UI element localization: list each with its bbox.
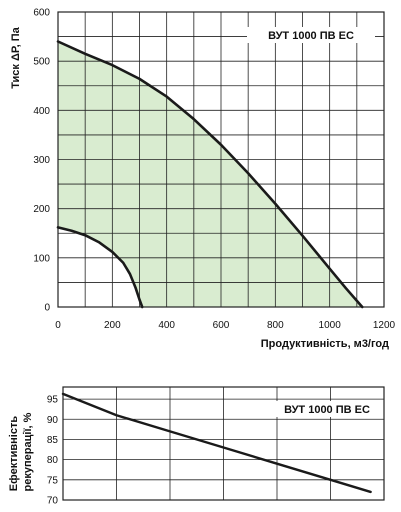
- y-ticks: 70 75 80 85 90 95: [47, 395, 59, 507]
- x-tick-label: 1000: [319, 320, 342, 331]
- y-tick-label: 80: [47, 455, 59, 466]
- operating-area-fill: [58, 41, 363, 307]
- y-tick-label: 0: [44, 303, 50, 314]
- legend-label: ВУТ 1000 ПВ ЕС: [284, 404, 370, 416]
- curves: [56, 40, 364, 309]
- plot-frame: [62, 386, 385, 501]
- curves: [61, 392, 372, 494]
- y-ticks: 0 100 200 300 400 500 600: [33, 8, 50, 314]
- curve-max: [56, 40, 364, 309]
- y-tick-label: 600: [33, 8, 50, 19]
- curve-min: [56, 226, 144, 309]
- x-tick-label: 0: [55, 320, 61, 331]
- legend-label: ВУТ 1000 ПВ ЕС: [268, 30, 354, 42]
- y-axis-label: Ефективність рекуперації, %: [8, 412, 34, 491]
- y-tick-label: 500: [33, 57, 50, 68]
- y-tick-label: 90: [47, 415, 59, 426]
- y-axis-label-line-1: Ефективність: [8, 416, 20, 492]
- x-tick-label: 400: [158, 320, 175, 331]
- legend-background: [247, 27, 375, 43]
- x-axis-label: Продуктивність, м3/год: [261, 338, 389, 350]
- y-tick-label: 200: [33, 204, 50, 215]
- grid: [57, 11, 385, 308]
- efficiency-chart: 70 75 80 85 90 95 ВУТ 1000 ПВ ЕС Ефективність…: [8, 386, 385, 507]
- legend-background: [270, 401, 382, 417]
- x-ticks: 0 200 400 600 800 1000 1200: [55, 320, 395, 331]
- grid: [62, 386, 385, 501]
- legend: ВУТ 1000 ПВ ЕС: [270, 401, 382, 417]
- y-axis-label: Тиск ΔР, Па: [10, 26, 22, 88]
- pressure-chart: 0 100 200 300 400 500 600 0 200 400 600 800 1000 120…: [10, 8, 396, 351]
- y-tick-label: 300: [33, 155, 50, 166]
- y-tick-label: 75: [47, 475, 59, 486]
- operating-area: [58, 41, 363, 307]
- x-tick-label: 800: [267, 320, 284, 331]
- y-tick-label: 95: [47, 395, 59, 406]
- x-tick-label: 200: [104, 320, 121, 331]
- plot-frame: [57, 11, 385, 308]
- y-tick-label: 100: [33, 253, 50, 264]
- y-axis-label-line-2: рекуперації, %: [22, 412, 34, 491]
- x-tick-label: 600: [213, 320, 230, 331]
- y-tick-label: 70: [47, 496, 59, 507]
- curve-efficiency: [61, 392, 372, 494]
- x-tick-label: 1200: [373, 320, 396, 331]
- y-tick-label: 400: [33, 106, 50, 117]
- legend: ВУТ 1000 ПВ ЕС: [247, 27, 375, 43]
- y-tick-label: 85: [47, 435, 59, 446]
